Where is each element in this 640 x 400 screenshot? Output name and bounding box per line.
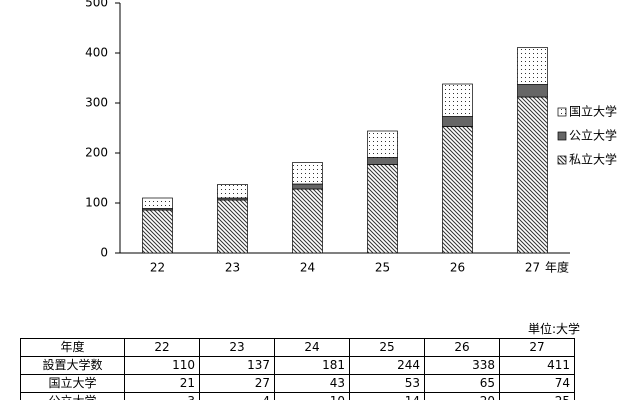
x-tick-label: 26 bbox=[450, 261, 465, 275]
table-cell: 338 bbox=[424, 356, 500, 375]
table-cell: 20 bbox=[424, 392, 500, 400]
table-cell: 設置大学数 bbox=[20, 356, 125, 375]
table-cell: 181 bbox=[274, 356, 350, 375]
legend-swatch bbox=[557, 107, 567, 117]
table-row: 設置大学数 110 137 181 244 338 411 bbox=[20, 356, 575, 375]
x-tick-label: 23 bbox=[225, 261, 240, 275]
bar-segment bbox=[517, 47, 548, 85]
table-cell: 27 bbox=[199, 374, 275, 393]
x-axis-label: 年度 bbox=[545, 260, 569, 275]
table-cell: 25 bbox=[349, 338, 425, 357]
table-cell: 74 bbox=[499, 374, 575, 393]
table-cell: 22 bbox=[124, 338, 200, 357]
y-tick-label: 500 bbox=[85, 0, 108, 10]
table-cell: 27 bbox=[499, 338, 575, 357]
table-cell: 21 bbox=[124, 374, 200, 393]
y-tick-label: 300 bbox=[85, 96, 108, 110]
y-tick-label: 100 bbox=[85, 196, 108, 210]
table-unit: 単位:大学 bbox=[527, 322, 580, 336]
bar-segment bbox=[217, 199, 248, 254]
chart: 年度 0 100 200 300 400 500 22 23 24 25 26 27 国立大学公立大学私… bbox=[85, 0, 617, 275]
bar-segment bbox=[367, 157, 398, 165]
bar-segment bbox=[517, 84, 548, 98]
table-cell: 411 bbox=[499, 356, 575, 375]
table-cell: 国立大学 bbox=[20, 374, 125, 393]
legend-label: 国立大学 bbox=[569, 104, 617, 119]
legend-label: 公立大学 bbox=[569, 128, 617, 143]
table-cell: 年度 bbox=[20, 338, 125, 357]
table-cell: 137 bbox=[199, 356, 275, 375]
table-row: 公立大学3410142025 bbox=[20, 392, 575, 400]
y-tick-label: 400 bbox=[85, 46, 108, 60]
bar-segment bbox=[367, 130, 398, 158]
bar-segment bbox=[292, 183, 323, 190]
table-cell: 公立大学 bbox=[20, 392, 125, 400]
legend-swatch bbox=[557, 155, 567, 165]
table-cell: 3 bbox=[124, 392, 200, 400]
x-tick-label: 27 bbox=[525, 261, 540, 275]
bar-segment bbox=[142, 197, 173, 209]
bar-segment bbox=[217, 184, 248, 199]
x-tick-label: 22 bbox=[150, 261, 165, 275]
table-cell: 14 bbox=[349, 392, 425, 400]
table-cell: 24 bbox=[274, 338, 350, 357]
table-cell: 110 bbox=[124, 356, 200, 375]
table-cell: 4 bbox=[199, 392, 275, 400]
table-row: 国立大学 21 27 43 53 65 74 bbox=[20, 374, 575, 393]
y-tick-label: 0 bbox=[100, 246, 108, 260]
bar-segment bbox=[442, 83, 473, 117]
y-tick-label: 200 bbox=[85, 146, 108, 160]
bar-segment bbox=[292, 188, 323, 254]
data-table: 年度 22 23 24 25 26 27 設置大学数 110 137 181 244 338 411 国立大… bbox=[20, 338, 575, 400]
x-tick-label: 25 bbox=[375, 261, 390, 275]
table-cell: 25 bbox=[499, 392, 575, 400]
table-row: 年度 22 23 24 25 26 27 bbox=[20, 338, 575, 357]
bar-segment bbox=[142, 209, 173, 254]
table-cell: 244 bbox=[349, 356, 425, 375]
table-cell: 26 bbox=[424, 338, 500, 357]
bar-segment bbox=[517, 96, 548, 254]
table-cell: 65 bbox=[424, 374, 500, 393]
table-cell: 53 bbox=[349, 374, 425, 393]
bar-segment bbox=[442, 126, 473, 254]
bar-segment bbox=[367, 164, 398, 254]
table-cell: 23 bbox=[199, 338, 275, 357]
table-cell: 43 bbox=[274, 374, 350, 393]
bar-segment bbox=[442, 116, 473, 127]
legend-swatch bbox=[557, 131, 567, 141]
table-cell: 10 bbox=[274, 392, 350, 400]
bar-segment bbox=[292, 162, 323, 185]
x-tick-label: 24 bbox=[300, 261, 315, 275]
legend-label: 私立大学 bbox=[569, 152, 617, 167]
